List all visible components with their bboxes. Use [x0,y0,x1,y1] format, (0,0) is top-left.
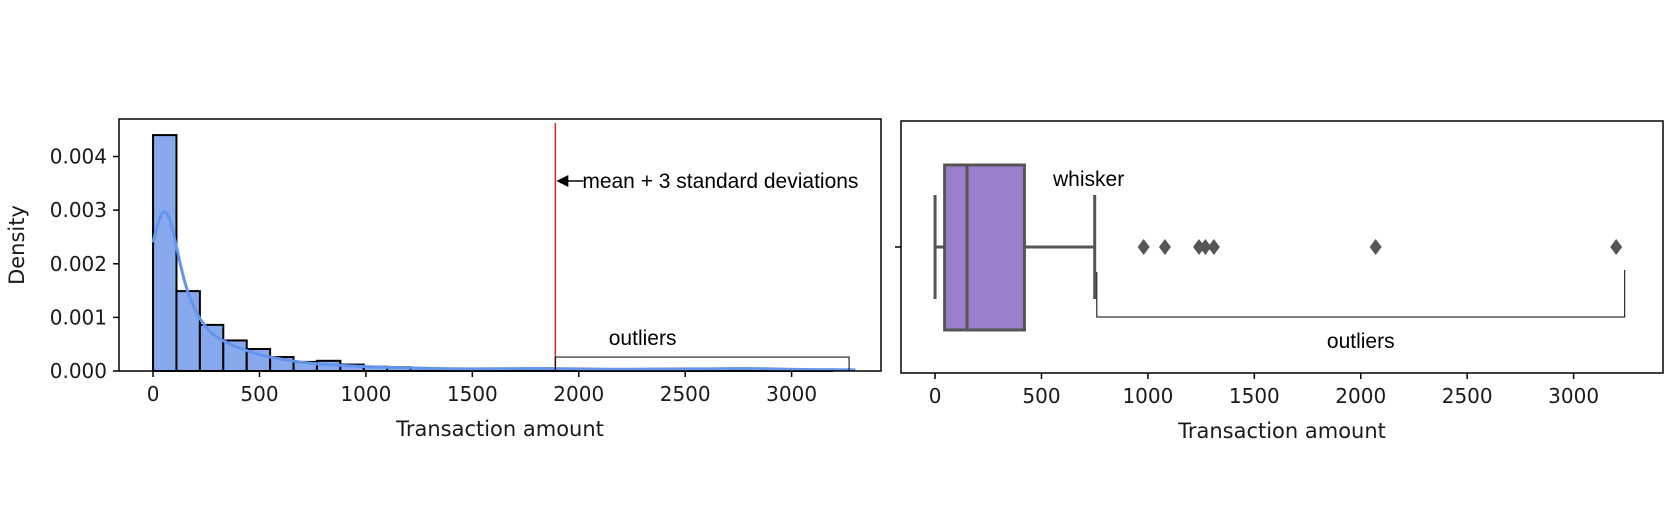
outlier-marker [1199,239,1212,255]
y-tick-label: 0.001 [50,305,107,329]
outlier-marker [1192,239,1205,255]
outlier-points [1137,239,1623,255]
outlier-marker [1610,239,1623,255]
x-tick-label: 500 [1022,384,1060,408]
outlier-marker [1369,239,1382,255]
x-tick-label: 2500 [660,382,711,406]
x-tick-label: 1500 [447,382,498,406]
histogram-y-ticks: 0.000 0.001 0.002 0.003 0.004 [50,145,119,383]
y-tick-label: 0.000 [50,359,107,383]
x-tick-label: 2500 [1442,384,1493,408]
x-tick-label: 500 [240,382,278,406]
histogram-panel: mean + 3 standard deviations outliers 0 5… [5,118,882,441]
outlier-marker [1207,239,1220,255]
x-tick-label: 0 [929,384,942,408]
x-tick-label: 1000 [1122,384,1173,408]
threshold-label: mean + 3 standard deviations [582,170,858,193]
histogram-bar [175,290,201,372]
kde-curve [151,210,856,372]
outlier-marker [1158,239,1171,255]
outliers-label: outliers [609,327,677,350]
y-tick-label: 0.004 [50,145,107,169]
x-tick-label: 1000 [340,382,391,406]
x-tick-label: 1500 [1229,384,1280,408]
threshold-arrow-head [556,175,569,187]
boxplot-x-ticks: 0 500 1000 1500 2000 2500 3000 [929,373,1599,408]
x-tick-label: 3000 [1548,384,1599,408]
histogram-x-ticks: 0 500 1000 1500 2000 2500 3000 [147,371,817,406]
x-tick-label: 2000 [1335,384,1386,408]
boxplot-panel: whisker outliers 0 500 1000 1500 2000 2500 300… [895,120,1664,443]
histogram-axes-frame [118,118,882,372]
outliers-label: outliers [1327,330,1395,353]
x-tick-label: 2000 [553,382,604,406]
histogram-y-axis-label: Density [5,205,29,285]
histogram-x-axis-label: Transaction amount [395,417,604,441]
y-tick-label: 0.003 [50,198,107,222]
whisker-label: whisker [1052,168,1124,191]
x-tick-label: 3000 [766,382,817,406]
histogram-bar [152,134,178,372]
y-tick-label: 0.002 [50,252,107,276]
boxplot-x-axis-label: Transaction amount [1177,419,1386,443]
outliers-bracket [1096,270,1626,318]
iqr-box [943,163,1026,332]
outlier-marker [1137,239,1150,255]
threshold-arrow [556,175,584,187]
x-tick-label: 0 [147,382,160,406]
